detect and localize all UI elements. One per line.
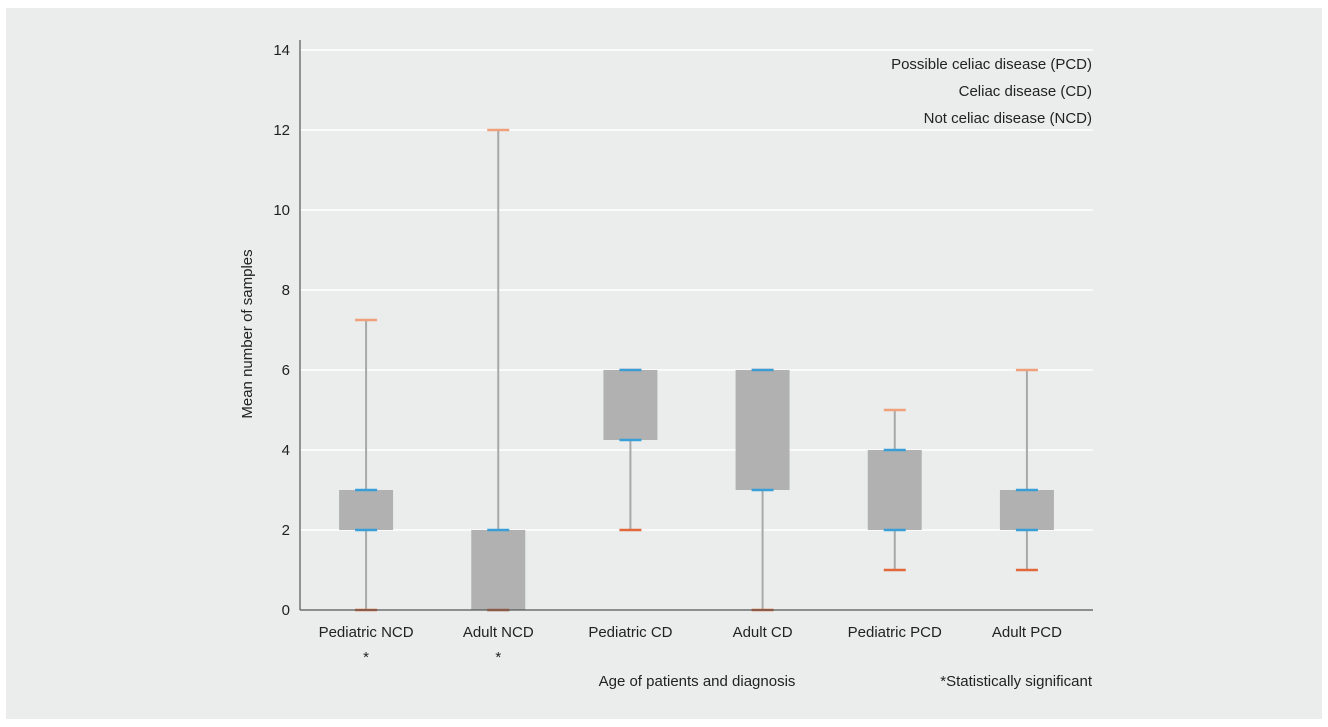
y-tick-label-12: 12 bbox=[273, 122, 290, 139]
legend-entry-cd: Celiac disease (CD) bbox=[959, 83, 1092, 100]
grid-lines bbox=[300, 49, 1093, 531]
box-2 bbox=[603, 368, 658, 532]
box-body-3 bbox=[735, 370, 790, 490]
y-axis-title: Mean number of samples bbox=[239, 249, 256, 418]
box-body-1 bbox=[471, 530, 526, 610]
x-tick-label-5: Adult PCD bbox=[992, 624, 1062, 641]
y-tick-label-8: 8 bbox=[282, 282, 290, 299]
box-series bbox=[339, 128, 1054, 612]
box-3 bbox=[735, 368, 790, 612]
x-tick-label-3: Adult CD bbox=[733, 624, 793, 641]
y-tick-label-10: 10 bbox=[273, 202, 290, 219]
y-tick-label-4: 4 bbox=[282, 442, 290, 459]
box-5 bbox=[999, 368, 1054, 572]
tick-labels: 0 2 4 6 8 10 12 14 Pediatric NCD * Adult NCD * Pedia… bbox=[273, 42, 1062, 666]
chart-panel bbox=[6, 8, 1322, 719]
significance-mark-0: * bbox=[363, 649, 369, 666]
box-body-4 bbox=[867, 450, 922, 530]
x-tick-label-4: Pediatric PCD bbox=[848, 624, 942, 641]
box-4 bbox=[867, 408, 922, 572]
y-tick-label-6: 6 bbox=[282, 362, 290, 379]
x-tick-label-1: Adult NCD bbox=[463, 624, 534, 641]
box-0 bbox=[339, 318, 394, 612]
footnote: *Statistically significant bbox=[940, 673, 1093, 690]
box-body-2 bbox=[603, 370, 658, 440]
box-body-0 bbox=[339, 490, 394, 530]
box-body-5 bbox=[999, 490, 1054, 530]
legend-entry-pcd: Possible celiac disease (PCD) bbox=[891, 56, 1092, 73]
y-tick-label-2: 2 bbox=[282, 522, 290, 539]
x-axis-title: Age of patients and diagnosis bbox=[599, 673, 796, 690]
y-tick-label-14: 14 bbox=[273, 42, 290, 59]
x-tick-label-0: Pediatric NCD bbox=[319, 624, 414, 641]
x-tick-label-2: Pediatric CD bbox=[588, 624, 672, 641]
y-tick-label-0: 0 bbox=[282, 602, 290, 619]
legend-entry-ncd: Not celiac disease (NCD) bbox=[924, 110, 1092, 127]
significance-mark-1: * bbox=[495, 649, 501, 666]
axes bbox=[299, 40, 1093, 611]
